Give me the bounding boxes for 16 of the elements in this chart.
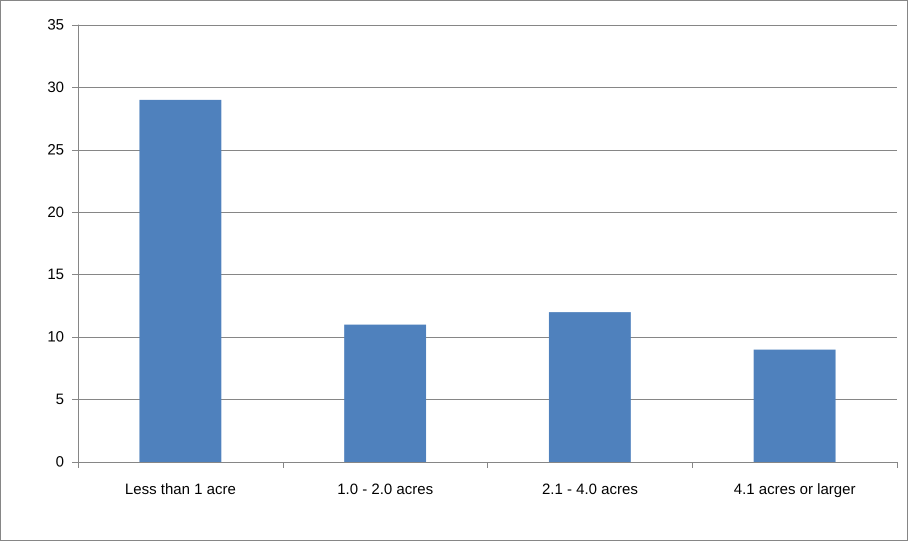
y-tick-label: 35 <box>47 16 64 34</box>
y-tick-label: 0 <box>56 454 64 470</box>
y-tick-label: 5 <box>56 391 64 408</box>
bar <box>344 324 426 462</box>
bar <box>139 100 222 462</box>
x-tick-label: 2.1 - 4.0 acres <box>542 481 638 498</box>
bar <box>754 350 836 462</box>
x-tick-label: Less than 1 acre <box>124 481 236 498</box>
y-tick-label: 20 <box>47 204 64 221</box>
x-tick-label: 4.1 acres or larger <box>734 481 856 498</box>
x-tick-label: 1.0 - 2.0 acres <box>337 481 434 498</box>
y-tick-label: 25 <box>47 141 64 158</box>
y-tick-label: 10 <box>47 328 64 346</box>
y-tick-label: 30 <box>47 78 64 96</box>
y-tick-label: 15 <box>47 266 64 284</box>
bar <box>548 312 631 462</box>
